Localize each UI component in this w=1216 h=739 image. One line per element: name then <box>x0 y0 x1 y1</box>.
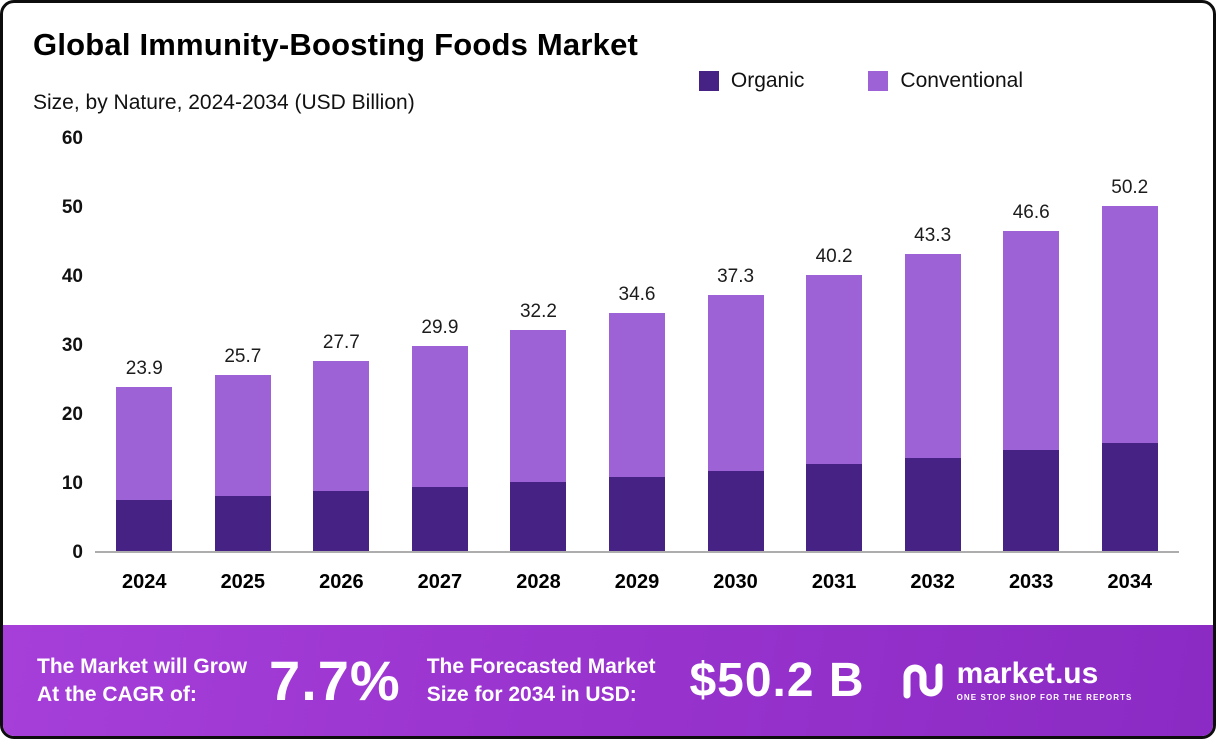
x-axis-label-2033: 2033 <box>1008 571 1054 593</box>
bar-total-label: 50.2 <box>1111 177 1149 199</box>
cagr-label: The Market will Grow At the CAGR of: <box>37 655 248 706</box>
x-axis-label-2029: 2029 <box>614 571 660 593</box>
forecast-label: The Forecasted Market Size for 2034 in U… <box>426 655 656 706</box>
bar-segment-conventional <box>806 274 863 465</box>
bar-group-2028: 32.2 <box>489 139 588 551</box>
bar-segment-organic <box>904 457 961 551</box>
bar-group-2024: 23.9 <box>95 139 194 551</box>
bar-group-2033: 46.6 <box>982 139 1081 551</box>
bar-total-label: 34.6 <box>618 284 656 306</box>
x-axis-label-2027: 2027 <box>417 571 463 593</box>
bar-group-2027: 29.9 <box>391 139 490 551</box>
x-axis-label-2031: 2031 <box>811 571 857 593</box>
bar-group-2030: 37.3 <box>686 139 785 551</box>
bar-segment-organic <box>1101 442 1158 551</box>
bar-segment-organic <box>411 487 468 551</box>
bar-group-2025: 25.7 <box>194 139 293 551</box>
legend-label-organic: Organic <box>730 69 805 92</box>
bar-total-label: 46.6 <box>1012 202 1050 224</box>
bar-group-2032: 43.3 <box>883 139 982 551</box>
legend-item-organic: Organic <box>698 69 805 93</box>
bar-total-label: 43.3 <box>914 224 952 246</box>
bar-segment-organic <box>707 470 764 551</box>
y-tick-label: 0 <box>72 542 83 563</box>
bar-segment-organic <box>609 476 665 551</box>
y-tick-label: 20 <box>61 404 83 426</box>
bar-segment-organic <box>1003 450 1060 551</box>
bar-total-label: 25.7 <box>224 345 262 367</box>
brand-tagline: ONE STOP SHOP FOR THE REPORTS <box>956 693 1133 702</box>
bar-segment-conventional <box>1003 231 1060 451</box>
bar-total-label: 32.2 <box>519 300 557 322</box>
bar-segment-conventional <box>1101 206 1158 443</box>
x-axis-label-2030: 2030 <box>713 571 758 593</box>
bar-total-label: 40.2 <box>815 245 853 267</box>
bar-segment-conventional <box>609 313 665 477</box>
page-title: Global Immunity-Boosting Foods Market <box>33 27 639 62</box>
brand-name: market.us <box>956 657 1099 690</box>
bar-segment-conventional <box>707 294 764 471</box>
bar-total-label: 23.9 <box>125 357 163 379</box>
y-tick-label: 10 <box>61 473 83 495</box>
legend-item-conventional: Conventional <box>868 69 1023 93</box>
page-subtitle: Size, by Nature, 2024-2034 (USD Billion) <box>33 91 415 114</box>
x-axis-label-2024: 2024 <box>122 571 167 593</box>
brand-text: market.us ONE STOP SHOP FOR THE REPORTS <box>956 657 1133 703</box>
bar-segment-organic <box>313 491 370 551</box>
y-tick-label: 30 <box>61 335 83 356</box>
y-tick-label: 50 <box>61 197 83 218</box>
marketus-logo-icon <box>901 659 947 703</box>
bar-segment-conventional <box>904 253 961 458</box>
bar-total-label: 29.9 <box>421 316 459 338</box>
chart-legend: Organic Conventional <box>698 69 1023 93</box>
bar-segment-conventional <box>214 374 271 497</box>
conventional-swatch <box>868 71 889 91</box>
bar-segment-organic <box>510 482 567 551</box>
x-axis-label-2034: 2034 <box>1107 571 1152 593</box>
y-axis: 0 10 20 30 40 50 60 <box>21 128 83 563</box>
bar-total-label: 27.7 <box>322 331 360 353</box>
x-axis-label-2026: 2026 <box>319 571 364 593</box>
bar-group-2034: 50.2 <box>1080 139 1179 551</box>
bar-group-2026: 27.7 <box>292 139 391 551</box>
bar-total-label: 37.3 <box>717 265 755 287</box>
y-tick-label: 40 <box>61 266 83 288</box>
footer-banner: The Market will Grow At the CAGR of: 7.7… <box>3 625 1213 736</box>
bar-segment-conventional <box>313 360 370 492</box>
x-axis-label-2032: 2032 <box>910 571 955 593</box>
x-axis-label-2028: 2028 <box>516 571 561 593</box>
cagr-value: 7.7% <box>269 649 401 712</box>
y-tick-label: 60 <box>61 128 83 149</box>
organic-swatch <box>698 71 719 91</box>
bar-group-2031: 40.2 <box>785 139 884 551</box>
forecast-value: $50.2 B <box>689 654 865 707</box>
x-axis: 2024 2025 2026 2027 2028 2029 2030 2031 2032 2033… <box>95 571 1179 594</box>
bar-group-2029: 34.6 <box>588 139 687 551</box>
bar-segment-conventional <box>116 386 173 500</box>
plot-area: 23.9 25.7 27.7 29.9 32.2 34.6 37.3 40.2 43.3 46.6… <box>95 139 1179 553</box>
legend-label-conventional: Conventional <box>900 69 1023 92</box>
x-axis-label-2025: 2025 <box>220 571 266 593</box>
bar-segment-conventional <box>411 345 468 488</box>
brand-logo[interactable]: market.us ONE STOP SHOP FOR THE REPORTS <box>901 659 1133 703</box>
bar-segment-organic <box>116 499 173 551</box>
bar-segment-organic <box>806 464 863 551</box>
bar-segment-organic <box>214 496 271 551</box>
bar-segment-conventional <box>510 329 567 483</box>
